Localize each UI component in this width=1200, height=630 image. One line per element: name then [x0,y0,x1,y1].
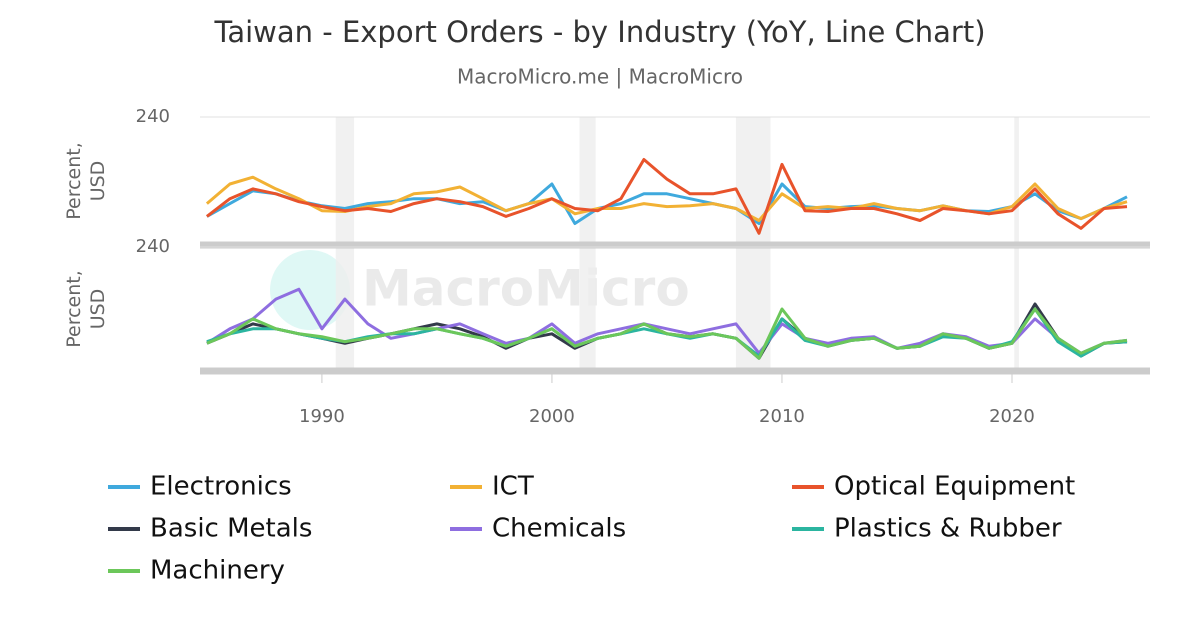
legend-label: Plastics & Rubber [834,514,1062,544]
series-line [206,307,1128,360]
series-line [206,287,1128,355]
legend-label: Machinery [150,556,285,586]
y-axis-label-line: Percent, [63,270,85,348]
x-tick-label: 2000 [529,406,575,427]
y-axis-label: Percent, USD [63,142,109,220]
x-tick-label: 1990 [299,406,345,427]
chart-subtitle: MacroMicro.me | MacroMicro [457,65,743,89]
y-tick-label: 240 [136,236,170,257]
y-axis-label-line: USD [87,161,109,202]
y-axis-label-line: Percent, [63,142,85,220]
x-tick-label: 2010 [759,406,805,427]
x-tick-label: 2020 [989,406,1035,427]
legend-label: Basic Metals [150,514,312,544]
series-line [205,158,1128,235]
legend-label: Optical Equipment [834,472,1075,502]
legend-label: ICT [492,472,534,502]
watermark-logo [270,250,350,330]
chart-title: Taiwan - Export Orders - by Industry (Yo… [213,15,985,49]
legend-label: Chemicals [492,514,626,544]
y-axis-label-line: USD [87,289,109,330]
y-tick-label: 240 [136,106,170,127]
watermark: MacroMicro [362,260,690,318]
y-axis-label: Percent, USD [63,270,109,348]
legend-label: Electronics [150,472,292,502]
